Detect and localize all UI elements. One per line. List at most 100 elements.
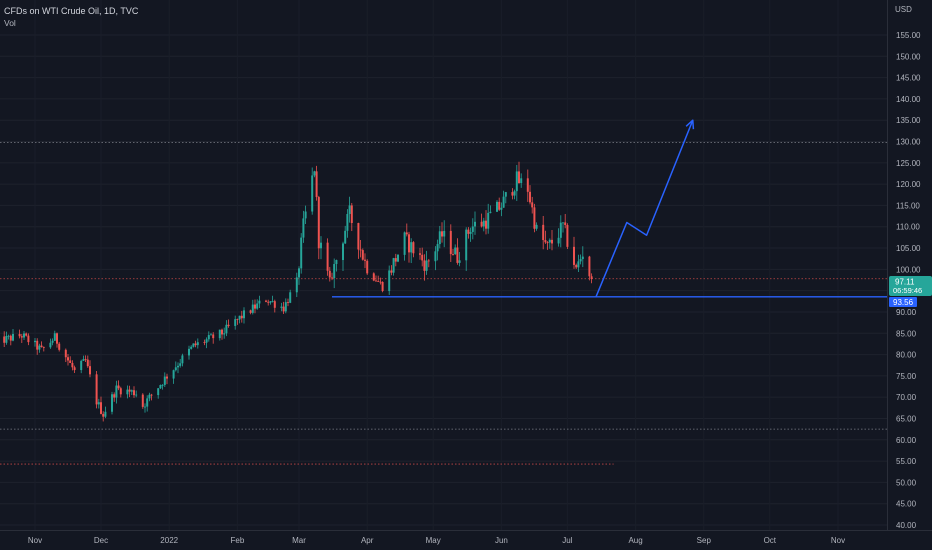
candle-body — [410, 242, 413, 253]
time-tick-label: Mar — [292, 536, 306, 545]
candle-body — [427, 260, 430, 262]
candle-body — [381, 282, 384, 292]
time-axis[interactable]: Nov Dec 2022 Feb Mar Apr May Jun Jul Aug Sep Oct Nov — [28, 536, 845, 545]
candle-body — [58, 343, 61, 350]
candle-body — [390, 270, 393, 273]
currency-label: USD — [895, 5, 912, 14]
projection-path[interactable] — [595, 119, 694, 298]
candle-body — [350, 205, 353, 224]
candle-body — [346, 214, 349, 231]
candle-body — [207, 335, 210, 340]
candle-body — [348, 205, 351, 215]
candle-body — [9, 335, 12, 341]
candle-body — [64, 349, 67, 358]
price-tick-label: 135.00 — [896, 116, 921, 125]
candle-body — [302, 218, 305, 238]
candle-body — [84, 359, 87, 361]
arrow-head-icon[interactable] — [685, 119, 695, 130]
candle-body — [280, 306, 283, 308]
candle-body — [372, 273, 375, 281]
candle-body — [533, 207, 536, 229]
candle-body — [588, 256, 591, 277]
last-price-value: 97.11 — [895, 278, 915, 287]
candle-body — [559, 222, 562, 238]
price-tick-label: 40.00 — [896, 521, 917, 530]
candle-body — [436, 244, 439, 252]
candle-body — [474, 221, 476, 227]
candle-body — [562, 222, 564, 224]
candle-body — [287, 302, 289, 303]
candle-body — [364, 259, 366, 261]
price-tick-label: 140.00 — [896, 95, 921, 104]
candle-body — [304, 211, 307, 219]
candle-body — [227, 324, 230, 326]
candle-body — [298, 268, 300, 278]
candle-body — [423, 260, 426, 271]
time-tick-label: Apr — [361, 536, 374, 545]
last-price-badge: 97.11 06:59:46 — [889, 276, 932, 296]
candle-body — [520, 178, 523, 184]
candle-body — [513, 191, 516, 196]
candle-body — [163, 376, 166, 385]
candle-body — [575, 264, 578, 268]
candle-body — [100, 402, 102, 414]
candle-body — [502, 196, 505, 208]
candle-body — [342, 243, 344, 261]
candle-body — [320, 242, 322, 249]
candle-body — [18, 333, 21, 337]
candle-body — [218, 329, 221, 339]
candle-body — [194, 343, 197, 346]
candle-body — [203, 342, 206, 343]
time-tick-label: Nov — [28, 536, 42, 545]
candle-body — [300, 237, 303, 269]
candle-body — [579, 259, 582, 262]
candle-body — [295, 277, 298, 293]
time-tick-label: Oct — [764, 536, 777, 545]
candle-body — [542, 224, 545, 241]
candle-body — [469, 231, 472, 234]
candle-body — [526, 178, 529, 192]
candle-body — [20, 336, 23, 338]
candle-body — [581, 256, 584, 260]
price-tick-label: 90.00 — [896, 308, 917, 317]
candle-body — [95, 374, 98, 405]
candle-body — [111, 394, 113, 412]
time-tick-label: 2022 — [160, 536, 178, 545]
candle-body — [452, 254, 454, 255]
candle-body — [265, 300, 267, 302]
candle-body — [485, 220, 487, 229]
candle-body — [119, 388, 122, 395]
candle-body — [254, 304, 256, 309]
candle-body — [212, 334, 215, 339]
candle-body — [49, 342, 52, 348]
time-tick-label: Jun — [495, 536, 508, 545]
time-tick-label: Dec — [94, 536, 108, 545]
candle-body — [441, 231, 443, 237]
symbol-title[interactable]: CFDs on WTI Crude Oil, 1D, TVC — [4, 6, 139, 16]
volume-indicator-label[interactable]: Vol — [4, 18, 16, 28]
candle-body — [449, 230, 452, 255]
candle-body — [240, 315, 243, 319]
candle-body — [117, 385, 120, 389]
support-level-value: 93.56 — [893, 298, 914, 307]
candle-body — [236, 319, 239, 320]
price-tick-label: 85.00 — [896, 329, 917, 338]
candle-body — [174, 367, 177, 371]
drawings[interactable] — [332, 119, 887, 298]
candle-body — [67, 357, 69, 361]
candle-body — [40, 345, 43, 347]
candle-body — [89, 366, 91, 375]
price-tick-label: 55.00 — [896, 457, 917, 466]
candle-body — [425, 260, 428, 271]
time-tick-label: Feb — [231, 536, 245, 545]
price-tick-label: 110.00 — [896, 223, 920, 232]
candle-body — [467, 229, 470, 234]
price-tick-label: 70.00 — [896, 393, 917, 402]
candle-body — [397, 254, 399, 262]
candle-body — [225, 324, 228, 334]
price-tick-label: 75.00 — [896, 372, 917, 381]
candle-body — [489, 211, 492, 213]
price-tick-label: 60.00 — [896, 436, 917, 445]
candle-body — [480, 221, 483, 227]
